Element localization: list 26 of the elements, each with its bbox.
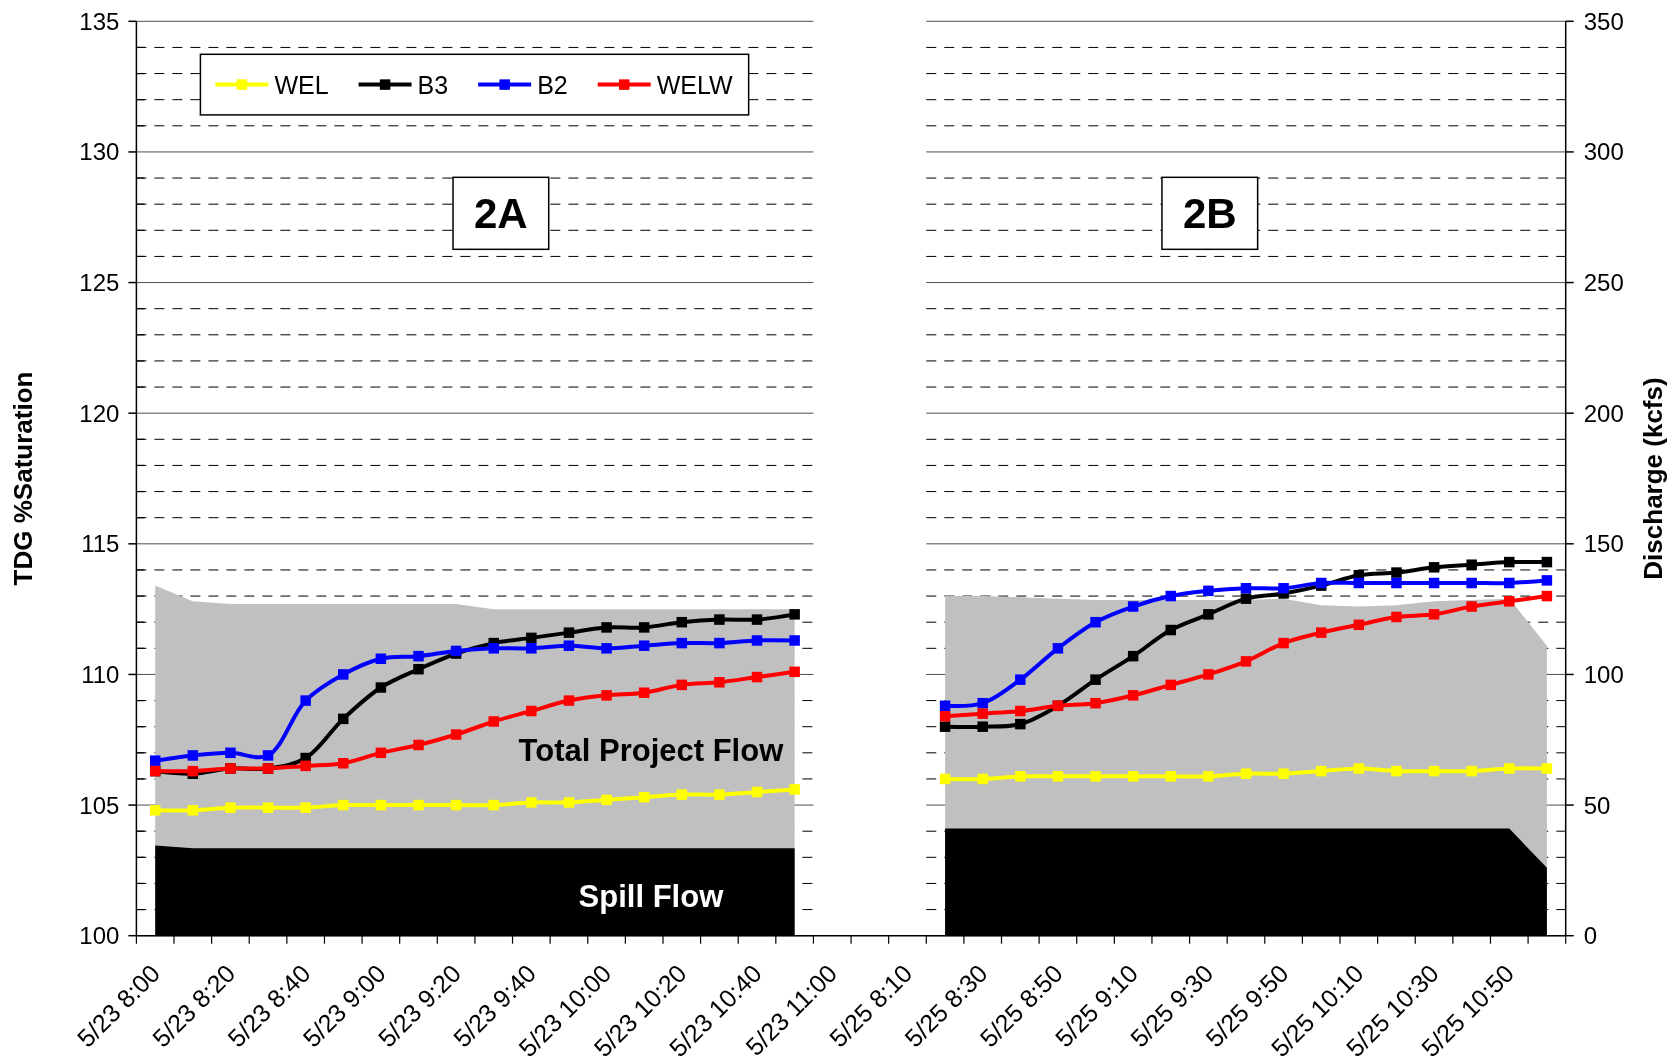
legend-label: B2 [537,70,568,99]
legend-label: WEL [274,70,329,99]
legend-label: WELW [656,70,734,99]
annotation: 2A [474,189,528,237]
y2-tick-label: 250 [1583,269,1624,297]
y-tick-label: 100 [79,922,120,950]
annotation: 2B [1182,189,1237,237]
y2-axis-title: Discharge (kcfs) [1638,377,1668,580]
y-tick-label: 135 [79,7,120,35]
y-axis-title: TDG %Saturation [8,371,38,586]
y-tick-label: 110 [81,660,120,688]
y2-tick-label: 0 [1583,922,1598,950]
y-tick-label: 115 [81,530,120,558]
y2-tick-label: 100 [1583,660,1624,688]
y-tick-label: 130 [79,138,120,166]
y2-tick-label: 350 [1583,7,1624,35]
series-label: Total Project Flow [518,732,785,768]
y2-tick-label: 300 [1583,138,1624,166]
y-tick-label: 105 [79,791,120,819]
y-tick-label: 120 [79,399,120,427]
legend-label: B3 [417,70,449,99]
y2-tick-label: 200 [1583,399,1624,427]
y2-tick-label: 150 [1583,530,1624,558]
series-label: Spill Flow [578,878,725,914]
y-tick-label: 125 [79,269,120,297]
y2-tick-label: 50 [1583,791,1611,819]
